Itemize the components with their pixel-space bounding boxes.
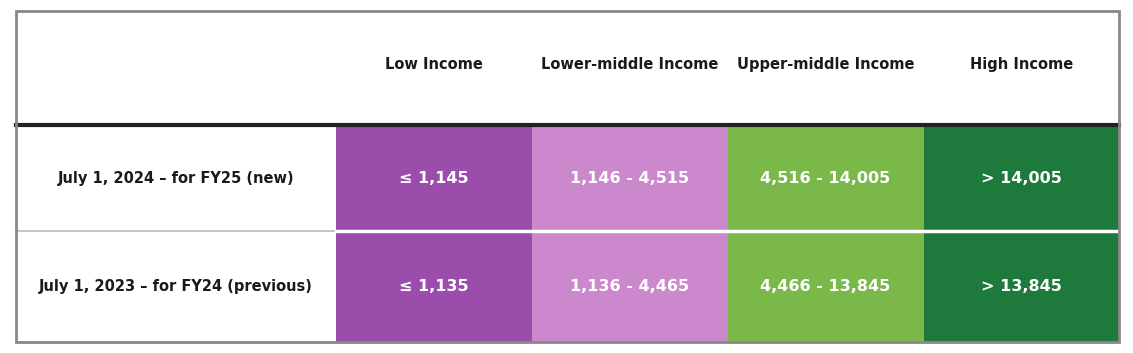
Text: ≤ 1,135: ≤ 1,135 <box>399 279 469 294</box>
Bar <box>531 231 727 342</box>
Text: July 1, 2024 – for FY25 (new): July 1, 2024 – for FY25 (new) <box>58 171 295 186</box>
Text: 4,516 - 14,005: 4,516 - 14,005 <box>760 171 891 186</box>
Bar <box>531 125 727 231</box>
Text: 1,146 - 4,515: 1,146 - 4,515 <box>570 171 689 186</box>
Text: > 13,845: > 13,845 <box>981 279 1062 294</box>
Text: Lower-middle Income: Lower-middle Income <box>540 57 718 72</box>
Text: > 14,005: > 14,005 <box>981 171 1062 186</box>
Text: Upper-middle Income: Upper-middle Income <box>736 57 914 72</box>
Text: 1,136 - 4,465: 1,136 - 4,465 <box>570 279 689 294</box>
Bar <box>727 125 923 231</box>
Bar <box>923 231 1119 342</box>
Bar <box>335 125 531 231</box>
Text: ≤ 1,145: ≤ 1,145 <box>399 171 469 186</box>
Text: Low Income: Low Income <box>385 57 483 72</box>
Text: 4,466 - 13,845: 4,466 - 13,845 <box>760 279 891 294</box>
Bar <box>923 125 1119 231</box>
Text: High Income: High Income <box>970 57 1073 72</box>
Bar <box>727 231 923 342</box>
Text: July 1, 2023 – for FY24 (previous): July 1, 2023 – for FY24 (previous) <box>39 279 313 294</box>
Bar <box>335 231 531 342</box>
